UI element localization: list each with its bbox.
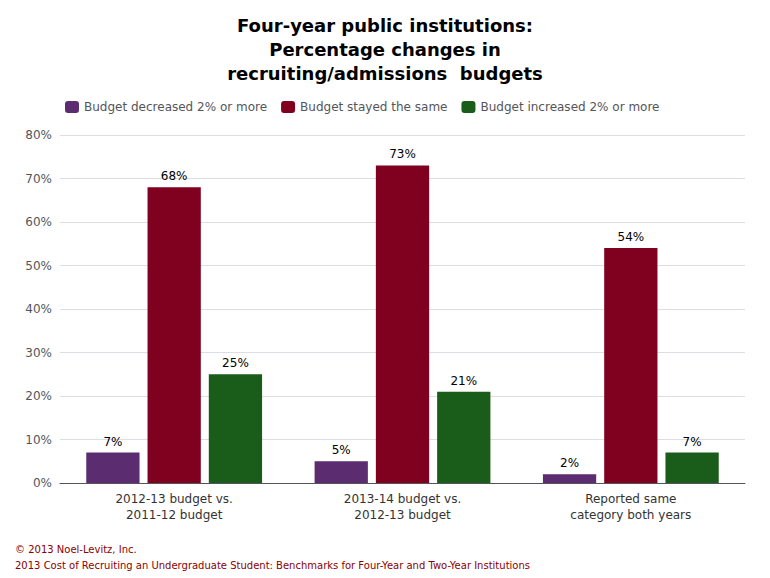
svg-text:recruiting/admissions budgets: recruiting/admissions budgets [227,63,543,84]
svg-text:73%: 73% [389,147,416,161]
svg-text:54%: 54% [617,230,644,244]
svg-text:2013-14 budget vs.: 2013-14 budget vs. [344,492,461,506]
svg-text:2011-12 budget: 2011-12 budget [126,508,223,522]
svg-text:30%: 30% [25,346,52,360]
svg-text:2012-13 budget: 2012-13 budget [354,508,451,522]
svg-text:2%: 2% [560,456,579,470]
svg-text:Budget stayed the same: Budget stayed the same [300,100,447,114]
svg-text:Four-year public institutions:: Four-year public institutions: [237,15,533,36]
svg-text:Budget increased 2% or more: Budget increased 2% or more [480,100,659,114]
svg-text:80%: 80% [25,128,52,142]
svg-text:Budget decreased 2% or more: Budget decreased 2% or more [84,100,267,114]
svg-text:10%: 10% [25,433,52,447]
svg-text:5%: 5% [332,443,351,457]
svg-text:2012-13 budget vs.: 2012-13 budget vs. [115,492,232,506]
svg-text:Percentage changes in: Percentage changes in [269,39,501,60]
svg-text:© 2013 Noel-Levitz, Inc.: © 2013 Noel-Levitz, Inc. [15,544,137,555]
svg-text:21%: 21% [450,374,477,388]
svg-text:0%: 0% [33,476,52,490]
svg-text:60%: 60% [25,215,52,229]
svg-text:7%: 7% [683,435,702,449]
svg-text:25%: 25% [222,356,249,370]
svg-text:7%: 7% [103,435,122,449]
svg-text:20%: 20% [25,389,52,403]
svg-text:40%: 40% [25,302,52,316]
svg-text:50%: 50% [25,259,52,273]
svg-text:70%: 70% [25,172,52,186]
svg-text:2013 Cost of Recruiting an Und: 2013 Cost of Recruiting an Undergraduate… [15,560,530,571]
svg-text:category both years: category both years [570,508,691,522]
svg-text:68%: 68% [161,169,188,183]
svg-text:Reported same: Reported same [585,492,676,506]
